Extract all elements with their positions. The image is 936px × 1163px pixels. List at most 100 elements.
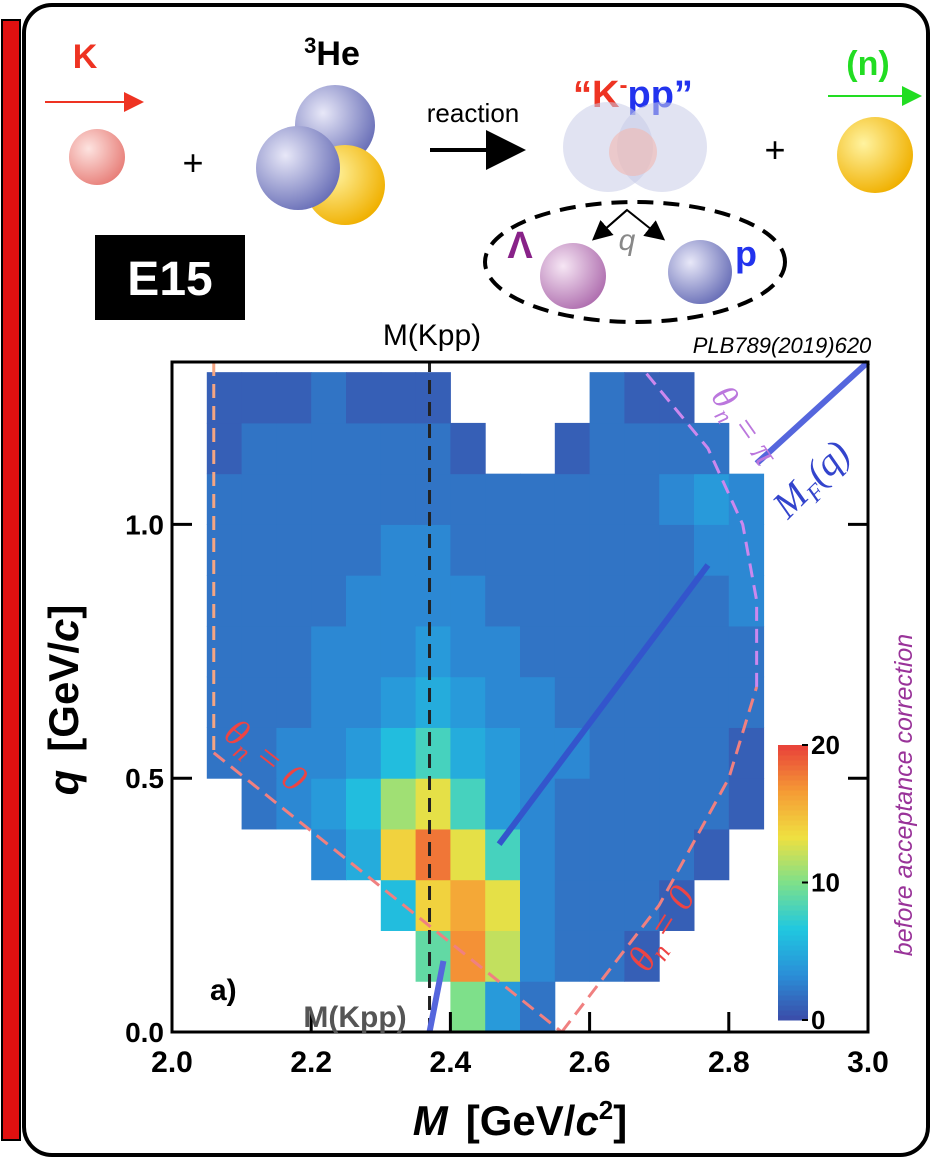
curve: [754, 359, 871, 466]
heatmap-cell: [241, 422, 277, 475]
heatmap-cell: [659, 422, 695, 475]
heatmap-cell: [415, 828, 451, 881]
colorbar-step: [778, 860, 808, 866]
colorbar-step: [778, 785, 808, 791]
heatmap-cell: [520, 524, 556, 576]
plus: +: [182, 142, 203, 183]
heatmap-cell: [380, 727, 417, 779]
heatmap-cell: [415, 676, 451, 728]
curve: [560, 686, 759, 1033]
heatmap-cell: [694, 828, 730, 881]
plot-frame: [170, 360, 870, 1034]
heatmap-cell: [346, 575, 382, 627]
x-axis-label: M [GeV/c2]: [413, 1095, 628, 1144]
proton-label: p: [735, 233, 757, 274]
colorbar-step: [778, 915, 808, 921]
ylabel-c: c: [40, 619, 87, 642]
heatmap-cell: [589, 524, 625, 576]
heatmap-cell: [728, 676, 765, 728]
colorbar-step: [778, 920, 808, 926]
heatmap-cell: [624, 422, 660, 475]
heatmap-cell: [415, 473, 451, 525]
heatmap-cell: [624, 879, 660, 931]
heatmap-cell: [520, 981, 556, 1033]
colorbar-step: [778, 930, 808, 936]
heatmap-cell: [554, 575, 591, 627]
colorbar-step: [778, 830, 808, 836]
heatmap-cell: [520, 575, 556, 627]
x-tick-label: 3.0: [847, 1046, 889, 1079]
colorbar-step: [778, 905, 808, 911]
heatmap-cell: [554, 727, 591, 779]
heatmap-cell: [346, 372, 382, 424]
heatmap-cell: [450, 625, 486, 678]
ylabel-unit: [GeV/: [40, 642, 87, 752]
heatmap-cell: [589, 778, 625, 830]
colorbar-step: [778, 895, 808, 901]
lambda-sphere: [540, 243, 606, 309]
heatmap-cell: [380, 625, 417, 678]
heatmap-cell: [659, 727, 695, 779]
heatmap-cell: [520, 625, 556, 678]
heatmap-cell: [346, 676, 382, 728]
experiment-label: E15: [127, 253, 212, 306]
colorbar-step: [778, 835, 808, 841]
heatmap-cell: [415, 575, 451, 627]
colorbar-label: 20: [811, 730, 840, 760]
y-axis-label: q [GeV/c]: [40, 605, 87, 796]
reference: PLB789(2019)620: [693, 333, 872, 358]
heatmap-cell: [485, 575, 521, 627]
heatmap-cell: [520, 676, 556, 728]
heatmap-cell: [346, 473, 382, 525]
heatmap-cell: [380, 524, 417, 576]
colorbar-step: [778, 890, 808, 896]
xlabel-exp: 2: [599, 1095, 613, 1125]
heatmap-cell: [728, 473, 765, 525]
curve: [496, 563, 711, 846]
heatmap-cell: [241, 524, 277, 576]
heatmap-cell: [694, 676, 730, 728]
heatmap-cell: [624, 575, 660, 627]
heatmap-cell: [415, 727, 451, 779]
plot: [170, 359, 871, 1034]
heatmap-cell: [694, 524, 730, 576]
heatmap-cell: [554, 930, 591, 982]
colorbar-step: [778, 800, 808, 806]
colorbar-step: [778, 775, 808, 781]
heatmap-cell: [276, 524, 312, 576]
colorbar-step: [778, 1000, 808, 1006]
x-tick-label: 2.0: [151, 1046, 193, 1079]
ylabel-close: ]: [40, 605, 87, 619]
colorbar-step: [778, 850, 808, 856]
heatmap-cell: [415, 879, 451, 931]
heatmap-cell: [450, 981, 486, 1033]
colorbar-step: [778, 880, 808, 886]
colorbar-step: [778, 945, 808, 951]
colorbar-step: [778, 845, 808, 851]
heatmap-cell: [659, 828, 695, 881]
x-tick-label: 2.4: [430, 1046, 472, 1079]
colorbar-label: 10: [811, 868, 840, 898]
lambda-label: Λ: [507, 225, 533, 267]
sphere: [256, 126, 340, 210]
heatmap-cell: [311, 524, 347, 576]
heatmap-cell: [450, 524, 486, 576]
colorbar-step: [778, 935, 808, 941]
heatmap-cell: [311, 727, 347, 779]
heatmap-cell: [554, 828, 591, 881]
panel-label: a): [210, 974, 237, 1007]
colorbar-step: [778, 990, 808, 996]
plus: +: [764, 129, 785, 170]
colorbar-step: [778, 995, 808, 1001]
heatmap-cell: [624, 778, 660, 830]
heatmap-cell: [485, 625, 521, 678]
heatmap-cell: [624, 473, 660, 525]
heatmap-cell: [554, 676, 591, 728]
colorbar-step: [778, 820, 808, 826]
heatmap-cell: [589, 473, 625, 525]
colorbar-step: [778, 950, 808, 956]
colorbar-step: [778, 910, 808, 916]
heatmap-cell: [694, 575, 730, 627]
heatmap-cell: [346, 727, 382, 779]
colorbar-step: [778, 805, 808, 811]
